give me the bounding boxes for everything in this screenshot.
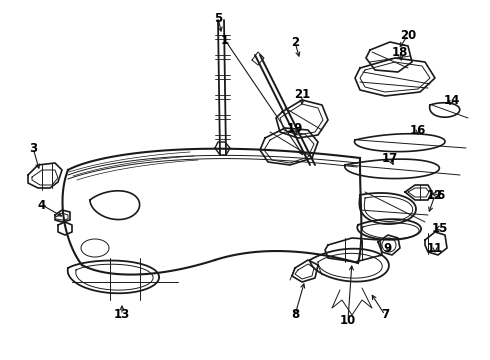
Text: 9: 9 xyxy=(384,242,392,255)
Text: 6: 6 xyxy=(436,189,444,202)
Text: 21: 21 xyxy=(294,89,310,102)
Text: 2: 2 xyxy=(291,36,299,49)
Text: 5: 5 xyxy=(214,12,222,24)
Text: 14: 14 xyxy=(444,94,460,107)
Text: 20: 20 xyxy=(400,28,416,41)
Text: 3: 3 xyxy=(29,141,37,154)
Text: 8: 8 xyxy=(291,309,299,321)
Text: 16: 16 xyxy=(410,123,426,136)
Text: 7: 7 xyxy=(381,309,389,321)
Text: 18: 18 xyxy=(392,45,408,59)
Text: 13: 13 xyxy=(114,309,130,321)
Text: 19: 19 xyxy=(287,122,303,135)
Text: 10: 10 xyxy=(340,314,356,327)
Text: 17: 17 xyxy=(382,152,398,165)
Text: 15: 15 xyxy=(432,221,448,234)
Text: 1: 1 xyxy=(221,33,229,46)
Text: 12: 12 xyxy=(427,189,443,202)
Text: 4: 4 xyxy=(38,198,46,212)
Text: 11: 11 xyxy=(427,242,443,255)
